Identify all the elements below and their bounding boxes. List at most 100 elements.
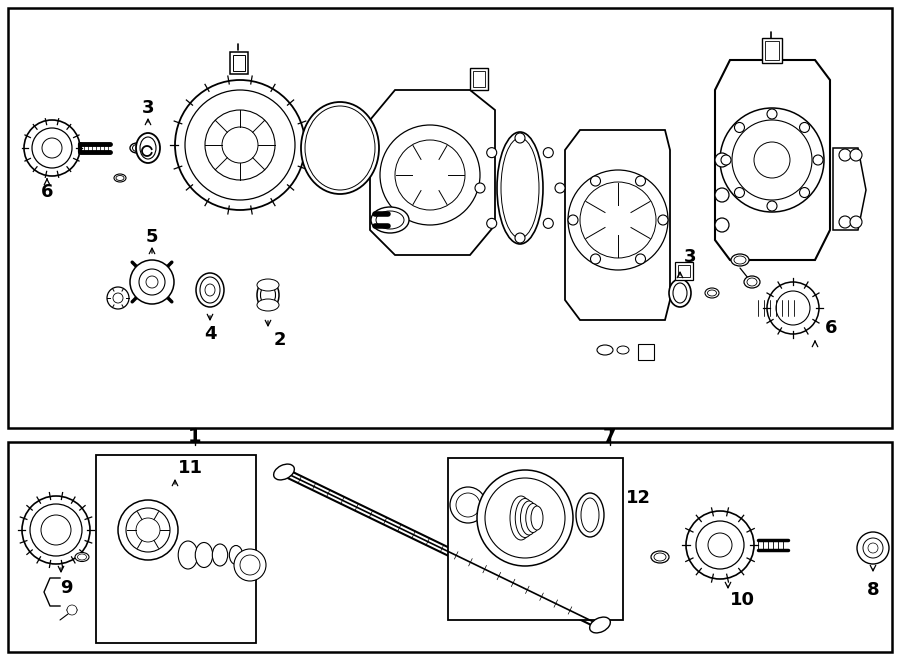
Ellipse shape — [301, 102, 379, 194]
Text: 11: 11 — [177, 459, 202, 477]
Circle shape — [515, 133, 525, 143]
Text: 1: 1 — [188, 428, 202, 446]
Circle shape — [868, 543, 878, 553]
Text: 9: 9 — [59, 579, 72, 597]
Ellipse shape — [260, 284, 275, 306]
Circle shape — [686, 511, 754, 579]
Ellipse shape — [274, 464, 294, 480]
Bar — [230, 52, 248, 74]
Bar — [765, 41, 779, 60]
Ellipse shape — [501, 138, 539, 238]
Bar — [8, 8, 892, 428]
Ellipse shape — [140, 137, 156, 159]
Polygon shape — [565, 130, 670, 320]
Text: 8: 8 — [867, 581, 879, 599]
Circle shape — [754, 142, 790, 178]
Circle shape — [146, 276, 158, 288]
Ellipse shape — [673, 283, 687, 303]
Polygon shape — [370, 90, 495, 255]
Ellipse shape — [515, 498, 535, 537]
Ellipse shape — [205, 284, 215, 296]
Circle shape — [708, 533, 732, 557]
Text: 3: 3 — [684, 248, 697, 266]
Circle shape — [515, 233, 525, 243]
Ellipse shape — [371, 207, 409, 233]
Polygon shape — [715, 60, 830, 260]
Circle shape — [107, 287, 129, 309]
Ellipse shape — [196, 273, 224, 307]
Ellipse shape — [212, 544, 228, 566]
Ellipse shape — [132, 145, 141, 151]
Circle shape — [776, 291, 810, 325]
Ellipse shape — [747, 278, 757, 286]
Circle shape — [487, 147, 497, 157]
Circle shape — [839, 149, 851, 161]
Circle shape — [839, 216, 851, 228]
Ellipse shape — [651, 551, 669, 563]
Bar — [470, 68, 488, 90]
Circle shape — [732, 120, 812, 200]
Circle shape — [139, 269, 165, 295]
Circle shape — [67, 605, 77, 615]
Circle shape — [568, 215, 578, 225]
Circle shape — [477, 470, 573, 566]
Circle shape — [863, 538, 883, 558]
Ellipse shape — [526, 504, 540, 533]
Text: 2: 2 — [274, 331, 286, 349]
Bar — [675, 262, 693, 280]
Circle shape — [222, 127, 258, 163]
Bar — [8, 442, 892, 652]
Ellipse shape — [734, 256, 746, 264]
Ellipse shape — [576, 493, 604, 537]
Ellipse shape — [257, 279, 279, 291]
Circle shape — [126, 508, 170, 552]
Circle shape — [30, 504, 82, 556]
Circle shape — [850, 216, 862, 228]
Circle shape — [767, 201, 777, 211]
Text: 6: 6 — [40, 183, 53, 201]
Circle shape — [857, 532, 889, 564]
Circle shape — [635, 254, 645, 264]
Circle shape — [734, 188, 744, 198]
Circle shape — [395, 140, 465, 210]
Ellipse shape — [617, 346, 629, 354]
Ellipse shape — [230, 545, 243, 564]
Circle shape — [658, 215, 668, 225]
Circle shape — [696, 521, 744, 569]
Ellipse shape — [257, 280, 279, 310]
Polygon shape — [833, 148, 866, 230]
Bar — [96, 455, 256, 643]
Circle shape — [590, 176, 600, 186]
Circle shape — [590, 254, 600, 264]
Ellipse shape — [590, 617, 610, 633]
Circle shape — [544, 147, 554, 157]
Circle shape — [715, 218, 729, 232]
Bar — [233, 55, 245, 71]
Circle shape — [240, 555, 260, 575]
Ellipse shape — [669, 279, 691, 307]
Circle shape — [734, 122, 744, 132]
Text: 6: 6 — [824, 319, 837, 337]
Ellipse shape — [257, 299, 279, 311]
Circle shape — [22, 496, 90, 564]
Circle shape — [41, 515, 71, 545]
Ellipse shape — [305, 106, 375, 190]
Ellipse shape — [707, 290, 716, 296]
Ellipse shape — [744, 276, 760, 288]
Ellipse shape — [178, 541, 198, 569]
Text: 5: 5 — [146, 228, 158, 246]
Ellipse shape — [510, 496, 532, 540]
Ellipse shape — [597, 345, 613, 355]
Ellipse shape — [705, 288, 719, 298]
Text: 4: 4 — [203, 325, 216, 343]
Ellipse shape — [75, 553, 89, 561]
Circle shape — [485, 478, 565, 558]
Circle shape — [118, 500, 178, 560]
Ellipse shape — [497, 132, 543, 244]
Circle shape — [42, 138, 62, 158]
Circle shape — [130, 260, 174, 304]
Circle shape — [456, 493, 480, 517]
Bar — [638, 344, 654, 360]
Circle shape — [450, 487, 486, 523]
Ellipse shape — [116, 176, 124, 180]
